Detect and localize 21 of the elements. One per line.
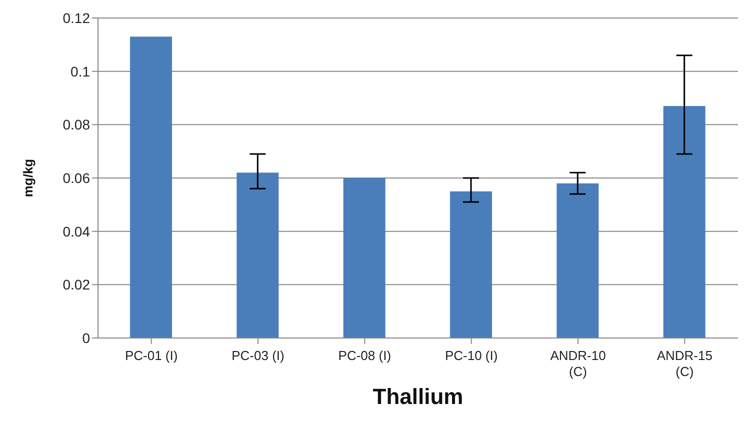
x-tick-label: PC-01 (I)	[124, 348, 178, 363]
x-tick-label: ANDR-15 (C)	[656, 348, 712, 379]
bar	[556, 183, 599, 338]
y-tick-label: 0.08	[62, 116, 90, 133]
bar	[130, 36, 172, 338]
bar	[663, 106, 706, 338]
x-axis-title: Thallium	[372, 384, 464, 409]
y-tick-label: 0.02	[62, 276, 90, 293]
bar	[450, 191, 492, 338]
x-tick-label: PC-03 (I)	[232, 348, 284, 363]
y-tick-label: 0.1	[70, 63, 90, 80]
y-tick-label: 0.04	[62, 223, 90, 240]
x-tick-label: PC-08 (I)	[338, 348, 392, 363]
x-tick-label: ANDR-10 (C)	[550, 348, 606, 379]
y-axis-title: mg/kg	[20, 158, 36, 198]
bar	[343, 178, 386, 338]
x-tick-label: PC-10 (I)	[444, 348, 498, 363]
bar	[236, 172, 279, 338]
y-tick-label: 0	[82, 330, 90, 346]
y-tick-label: 0.12	[62, 10, 90, 26]
y-tick-label: 0.06	[62, 170, 90, 186]
